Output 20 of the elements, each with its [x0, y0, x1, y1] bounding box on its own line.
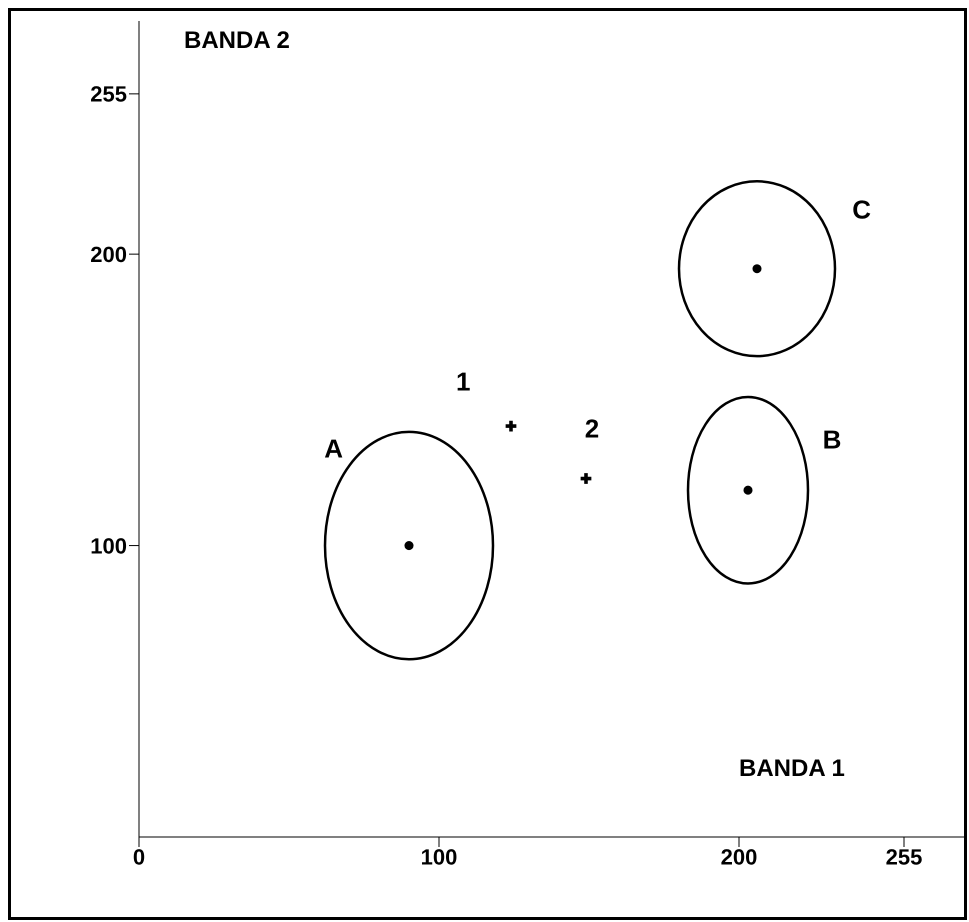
y-tick-label: 100 [90, 533, 127, 558]
frame: 0 100 200 255 100 200 255 A B C 1 2 BANDA 1 BANDA 2 [8, 8, 967, 920]
x-axis-title: BANDA 1 [739, 755, 845, 784]
y-tick-label: 255 [90, 82, 127, 107]
point [743, 486, 753, 495]
x-tick-label: 200 [720, 844, 758, 870]
x-tick-label: 100 [420, 844, 458, 870]
point [404, 541, 414, 550]
annotation: A [324, 434, 344, 465]
y-tick-label: 200 [90, 242, 127, 267]
point [752, 264, 762, 274]
x-tick-label: 0 [132, 844, 146, 870]
point [580, 473, 592, 484]
point [506, 420, 516, 432]
annotation: C [852, 194, 872, 226]
annotation: B [822, 424, 842, 456]
x-tick-label: 255 [886, 844, 922, 870]
y-axis-title: BANDA 2 [184, 26, 290, 55]
annotation: 2 [584, 414, 600, 444]
annotation: 1 [456, 366, 470, 398]
